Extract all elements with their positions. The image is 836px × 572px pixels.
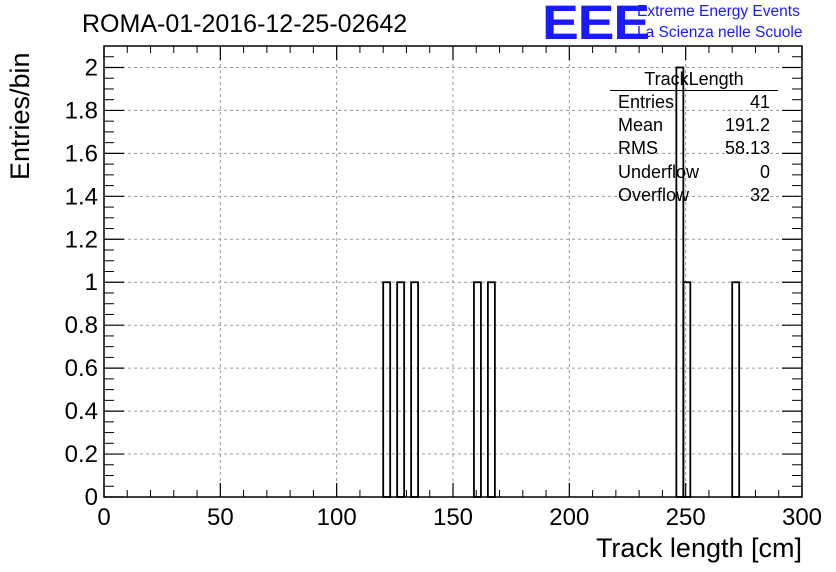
histogram-bar bbox=[486, 281, 496, 498]
y-axis-label: Entries/bin bbox=[5, 52, 35, 180]
x-tick-label: 200 bbox=[549, 504, 589, 531]
y-tick-label: 2 bbox=[85, 54, 98, 81]
eee-logo: EEE bbox=[542, 0, 650, 50]
stats-value: 32 bbox=[749, 184, 770, 205]
stats-box: TrackLength Entries 41 Mean 191.2 RMS 58… bbox=[610, 68, 778, 208]
y-tick-label: 1 bbox=[85, 269, 98, 296]
histogram-bar bbox=[473, 281, 482, 498]
y-tick-label: 1.6 bbox=[65, 140, 98, 167]
y-tick-label: 0.6 bbox=[65, 355, 98, 382]
x-tick-label: 0 bbox=[97, 504, 110, 531]
y-tick-label: 0 bbox=[85, 484, 98, 511]
histogram-bar bbox=[410, 281, 419, 498]
x-tick-label: 100 bbox=[317, 504, 357, 531]
stats-key: Underflow bbox=[618, 161, 700, 182]
axis-ticks bbox=[103, 45, 803, 498]
histogram-bar bbox=[382, 281, 392, 498]
y-tick-label: 0.8 bbox=[65, 312, 98, 339]
axis-tick-labels: 0 50 100 150 200 250 300 0 0.2 0.4 0.6 0.8 1 1.2 1.4 1.… bbox=[65, 54, 822, 531]
stats-row-rms: RMS 58.13 bbox=[610, 137, 778, 160]
stats-value: 41 bbox=[749, 92, 770, 112]
histogram-bar bbox=[396, 281, 406, 498]
histogram-bar bbox=[731, 281, 741, 498]
y-tick-label: 0.4 bbox=[65, 398, 98, 425]
x-tick-label: 300 bbox=[782, 504, 822, 531]
x-tick-label: 150 bbox=[433, 504, 473, 531]
stats-key: Overflow bbox=[618, 184, 690, 205]
y-tick-label: 1.8 bbox=[65, 97, 98, 124]
x-tick-label: 250 bbox=[666, 504, 706, 531]
stats-row-entries: Entries 41 bbox=[610, 91, 778, 114]
y-tick-label: 1.4 bbox=[65, 183, 98, 210]
stats-value: 0 bbox=[759, 161, 770, 182]
stats-row-mean: Mean 191.2 bbox=[610, 114, 778, 137]
x-tick-label: 50 bbox=[207, 504, 234, 531]
y-axis-label-wrap: Entries/bin bbox=[5, 52, 35, 180]
stats-key: Mean bbox=[618, 115, 664, 136]
y-tick-label: 0.2 bbox=[65, 441, 98, 468]
logo-line-1: Extreme Energy Events bbox=[637, 3, 800, 20]
logo-line-2: La Scienza nelle Scuole bbox=[637, 24, 803, 41]
stats-key: RMS bbox=[618, 138, 658, 159]
grid-lines bbox=[104, 46, 802, 497]
chart-title: ROMA-01-2016-12-25-02642 bbox=[82, 10, 408, 38]
stats-box-title: TrackLength bbox=[610, 68, 778, 91]
stats-row-overflow: Overflow 32 bbox=[610, 184, 778, 207]
stats-value: 58.13 bbox=[724, 138, 770, 159]
stats-value: 191.2 bbox=[724, 115, 770, 136]
y-tick-label: 1.2 bbox=[65, 226, 98, 253]
stats-key: Entries bbox=[618, 92, 675, 112]
x-axis-label: Track length [cm] bbox=[595, 533, 802, 563]
stats-row-underflow: Underflow 0 bbox=[610, 161, 778, 184]
histogram-bar bbox=[682, 281, 692, 498]
